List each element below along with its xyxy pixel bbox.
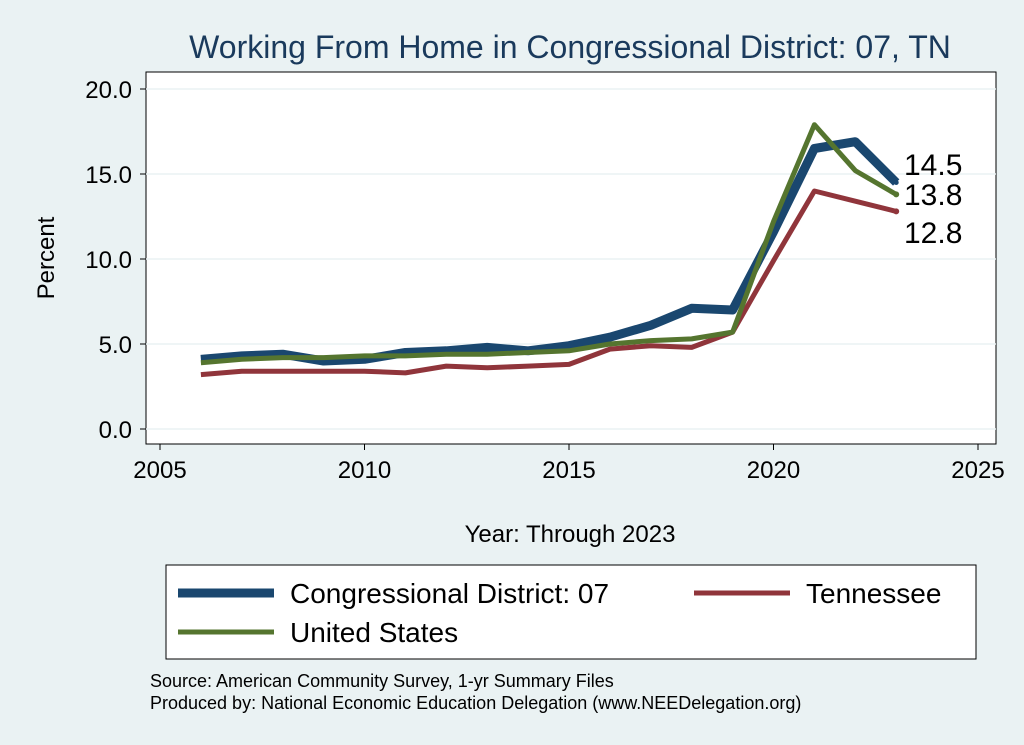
- series-lines: [200, 122, 900, 378]
- x-tick-label: 2020: [747, 457, 800, 484]
- x-tick-label: 2015: [542, 457, 595, 484]
- x-tick-label: 2010: [338, 457, 391, 484]
- series-line-united-states: [200, 122, 898, 366]
- plot-area: [145, 71, 997, 445]
- series-end-point: [893, 191, 900, 198]
- legend-box: [165, 564, 977, 660]
- y-tick-label: 10.0: [85, 247, 132, 274]
- series-end-point: [893, 208, 900, 215]
- end-labels: 14.5 12.8 13.8: [904, 149, 962, 250]
- x-tick-label: 2005: [133, 457, 186, 484]
- axes: 0.0 5.0 10.0 15.0 20.0 2005 2010 2015 2020 2025: [85, 77, 1004, 484]
- produced-by-line: Produced by: National Economic Education…: [150, 693, 801, 713]
- x-axis-label: Year: Through 2023: [465, 521, 676, 548]
- end-value-label: 14.5: [904, 149, 962, 182]
- x-tick-label: 2025: [951, 457, 1004, 484]
- end-value-label: 13.8: [904, 179, 962, 212]
- y-tick-label: 0.0: [99, 417, 132, 444]
- series-end-point: [893, 180, 899, 185]
- end-value-label: 12.8: [904, 217, 962, 250]
- legend-label: Tennessee: [806, 578, 941, 609]
- legend-label: Congressional District: 07: [290, 578, 609, 609]
- y-tick-label: 20.0: [85, 77, 132, 104]
- y-axis-label: Percent: [33, 216, 60, 299]
- legend-label: United States: [290, 617, 458, 648]
- y-tick-label: 5.0: [99, 332, 132, 359]
- source-line: Source: American Community Survey, 1-yr …: [150, 671, 614, 691]
- grid-lines: [146, 88, 996, 430]
- y-tick-label: 15.0: [85, 162, 132, 189]
- chart-title: Working From Home in Congressional Distr…: [189, 29, 951, 65]
- series-line-tennessee: [200, 188, 897, 378]
- legend: Congressional District: 07 Tennessee Unite…: [178, 578, 941, 648]
